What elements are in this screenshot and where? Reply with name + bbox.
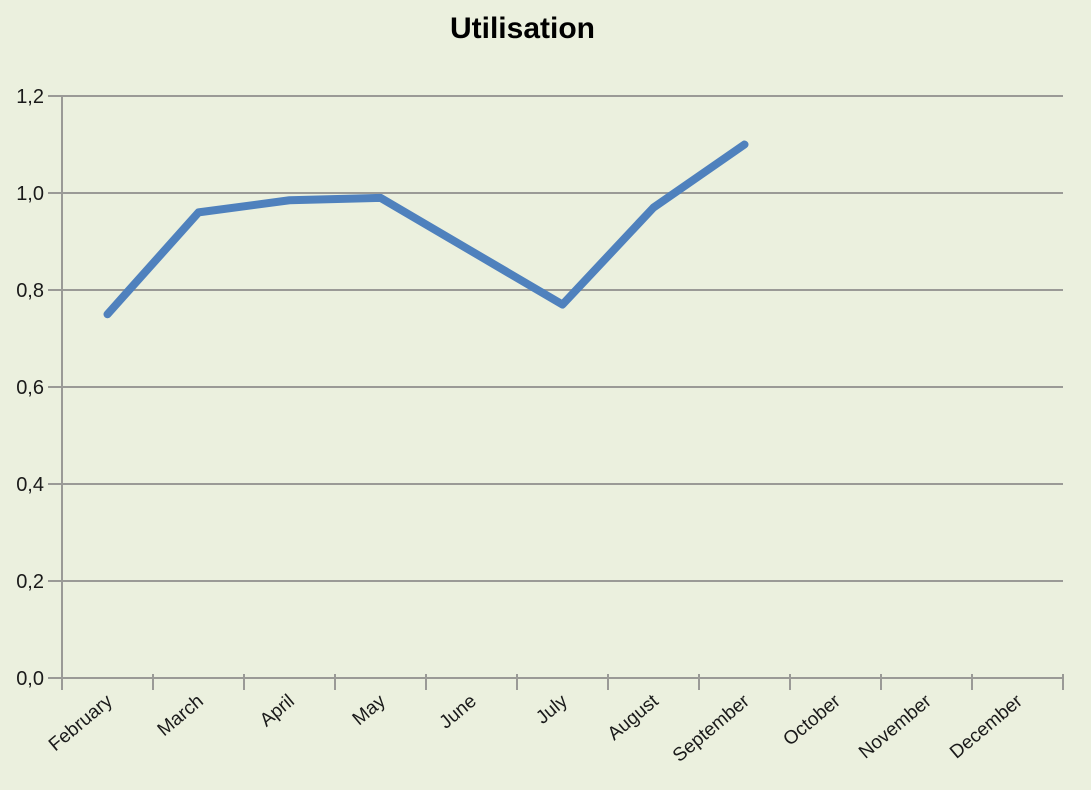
x-axis-label: June	[436, 691, 481, 734]
y-axis-label: 1,0	[16, 183, 44, 205]
x-axis-label: September	[669, 690, 754, 766]
x-axis-label: July	[532, 690, 572, 728]
series-line	[103, 140, 749, 319]
y-axis-label: 0,4	[16, 474, 44, 496]
x-axis-label: November	[855, 690, 936, 763]
x-axis-label: August	[604, 690, 663, 745]
x-axis-label: March	[154, 691, 208, 741]
y-axis-label: 0,2	[16, 571, 44, 593]
x-axis-label: May	[349, 690, 390, 729]
y-axis-label: 0,6	[16, 377, 44, 399]
x-axis-label: February	[45, 690, 117, 755]
x-axis-label: December	[946, 690, 1027, 763]
chart-title: Utilisation	[449, 12, 595, 45]
y-axis-label: 1,2	[16, 86, 44, 108]
x-axis-label: April	[256, 691, 299, 732]
y-axis-label: 0,0	[16, 668, 44, 690]
y-axis-label: 0,8	[16, 280, 44, 302]
x-axis-label: October	[779, 690, 845, 750]
